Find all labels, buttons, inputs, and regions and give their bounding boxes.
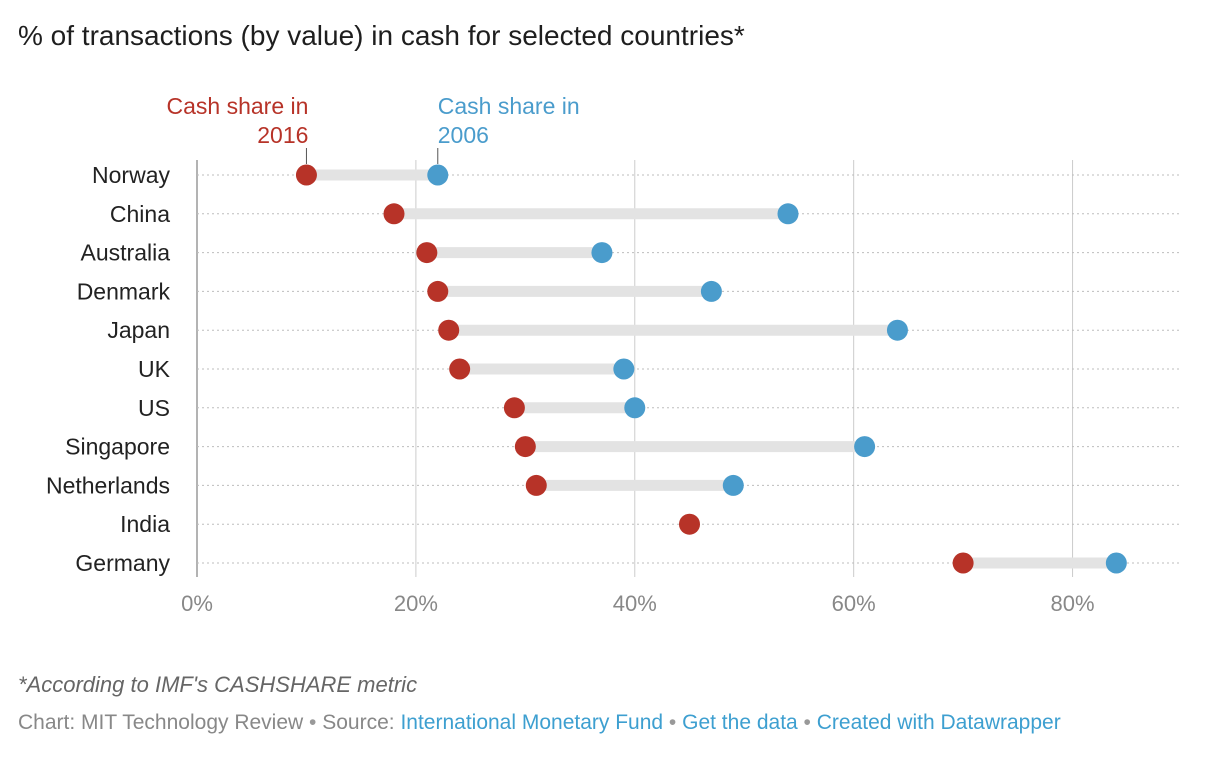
range-bars (306, 169, 1117, 569)
category-label: Japan (107, 317, 170, 343)
dot-2006 (854, 436, 876, 458)
footer-separator: • (303, 711, 323, 734)
series-label-2016: Cash share in 2016 (167, 93, 309, 148)
dot-2006 (427, 164, 449, 186)
category-label: Norway (92, 162, 170, 188)
dot-2016 (427, 280, 449, 302)
category-label: Singapore (65, 434, 170, 460)
dot-2016 (416, 242, 438, 264)
datawrapper-link[interactable]: Created with Datawrapper (816, 711, 1061, 734)
chart-footer: Chart: MIT Technology Review • Source: I… (18, 711, 1061, 735)
dot-2006 (722, 474, 744, 496)
series-label-2006: Cash share in 2006 (438, 93, 580, 148)
dot-2006 (591, 242, 613, 264)
dot-2006 (777, 203, 799, 225)
category-label: China (110, 201, 170, 227)
category-labels: Norway China Australia Denmark Japan UK US Sing… (46, 162, 171, 576)
x-tick-label: 40% (613, 591, 657, 616)
dot-2006 (1105, 552, 1127, 574)
dot-range-chart: Norway China Australia Denmark Japan UK US Sing… (46, 93, 1182, 616)
get-data-link[interactable]: Get the data (682, 711, 798, 734)
category-label: Netherlands (46, 472, 170, 498)
dot-2016 (514, 436, 536, 458)
category-label: Denmark (77, 278, 171, 304)
category-label: US (138, 395, 170, 421)
footer-separator: • (663, 711, 683, 734)
category-label: Australia (81, 240, 171, 266)
footnote: *According to IMF's CASHSHARE metric (18, 672, 418, 697)
dot-2016 (525, 474, 547, 496)
source-label: Source: (322, 711, 401, 734)
dot-2006 (624, 397, 646, 419)
dot-2016 (383, 203, 405, 225)
footer-separator: • (797, 711, 817, 734)
x-tick-label: 0% (181, 591, 213, 616)
dot-2016 (503, 397, 525, 419)
dot-2006 (886, 319, 908, 341)
x-tick-label: 20% (394, 591, 438, 616)
dot-2016 (438, 319, 460, 341)
source-link[interactable]: International Monetary Fund (400, 711, 664, 734)
x-tick-label: 60% (832, 591, 876, 616)
dot-2006 (700, 280, 722, 302)
chart-title: % of transactions (by value) in cash for… (18, 20, 745, 51)
x-tick-label: 80% (1051, 591, 1095, 616)
row-guides (197, 174, 1182, 564)
category-label: Germany (75, 550, 170, 576)
dot-2016 (449, 358, 471, 380)
category-label: UK (138, 356, 171, 382)
category-label: India (120, 511, 170, 537)
dot-2016 (295, 164, 317, 186)
data-points (295, 164, 1127, 574)
dot-2016 (679, 513, 700, 535)
dot-2006 (613, 358, 635, 380)
x-axis-ticks: 0% 20% 40% 60% 80% (181, 591, 1094, 616)
dot-2016 (952, 552, 974, 574)
chart-credit: Chart: MIT Technology Review (18, 711, 304, 734)
series-labels: Cash share in 2016 Cash share in 2006 (167, 93, 580, 164)
